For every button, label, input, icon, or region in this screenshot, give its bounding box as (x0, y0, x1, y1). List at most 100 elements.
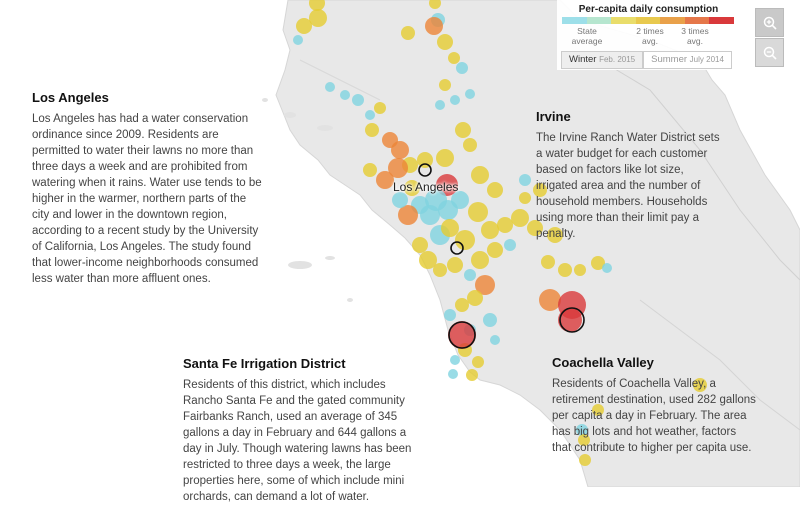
district-dot[interactable] (419, 251, 437, 269)
map[interactable] (0, 0, 800, 487)
district-dot[interactable] (558, 308, 582, 332)
zoom-out-button[interactable] (755, 38, 784, 67)
district-dot[interactable] (579, 454, 591, 466)
district-dot[interactable] (309, 9, 327, 27)
district-dot[interactable] (592, 404, 604, 416)
district-dot[interactable] (436, 149, 454, 167)
district-dot[interactable] (578, 434, 590, 446)
district-dot[interactable] (450, 95, 460, 105)
legend-swatch (635, 17, 661, 24)
district-dot[interactable] (309, 0, 325, 11)
legend-swatch (586, 17, 612, 24)
district-dot[interactable] (511, 209, 529, 227)
district-dot[interactable] (471, 166, 489, 184)
zoom-in-icon (763, 16, 777, 30)
city-label-los-angeles: Los Angeles (393, 180, 459, 194)
district-dot[interactable] (527, 220, 543, 236)
legend-swatch (660, 17, 685, 24)
district-dot[interactable] (481, 221, 499, 239)
district-dot[interactable] (450, 355, 460, 365)
district-dot[interactable] (412, 237, 428, 253)
district-dot[interactable] (296, 18, 312, 34)
district-dot[interactable] (490, 335, 500, 345)
district-dot[interactable] (439, 79, 451, 91)
district-dot[interactable] (466, 369, 478, 381)
legend-swatch (709, 17, 735, 24)
season-button-summer[interactable]: Summer July 2014 (643, 51, 732, 69)
season-date: Feb. 2015 (599, 55, 636, 64)
season-button-winter[interactable]: Winter Feb. 2015 (561, 51, 644, 69)
district-dot[interactable] (425, 17, 443, 35)
district-dot[interactable] (417, 152, 433, 168)
district-dot[interactable] (392, 192, 408, 208)
district-dot[interactable] (475, 275, 495, 295)
district-dot[interactable] (340, 90, 350, 100)
district-dot[interactable] (398, 205, 418, 225)
district-dot[interactable] (447, 257, 463, 273)
district-dot[interactable] (365, 123, 379, 137)
district-dot[interactable] (467, 290, 483, 306)
district-dot[interactable] (401, 26, 415, 40)
district-dot[interactable] (487, 242, 503, 258)
district-dot[interactable] (504, 239, 516, 251)
district-dot[interactable] (541, 255, 555, 269)
district-dot[interactable] (547, 227, 563, 243)
district-dot[interactable] (576, 424, 588, 436)
district-dot[interactable] (497, 217, 513, 233)
district-dot[interactable] (574, 264, 586, 276)
district-dot[interactable] (456, 62, 468, 74)
district-dot[interactable] (404, 180, 420, 196)
district-dot[interactable] (444, 309, 456, 321)
highlight-ring (450, 241, 464, 255)
zoom-in-button[interactable] (755, 8, 784, 37)
district-dot[interactable] (455, 298, 469, 312)
district-dot[interactable] (448, 52, 460, 64)
district-dot[interactable] (448, 321, 476, 349)
district-dot[interactable] (293, 35, 303, 45)
district-dot[interactable] (487, 182, 503, 198)
district-dot[interactable] (455, 230, 475, 250)
annotation-los-angeles: Los Angeles Los Angeles has had a water … (32, 90, 262, 287)
district-dot[interactable] (693, 378, 707, 392)
legend-swatch (611, 17, 636, 24)
highlight-ring (448, 321, 476, 349)
annotation-body: Los Angeles has had a water conservation… (32, 113, 262, 285)
district-dot[interactable] (471, 251, 489, 269)
legend-tick-3x: 3 times avg. (681, 26, 709, 46)
district-dot[interactable] (539, 289, 561, 311)
legend: Per-capita daily consumption State avera… (557, 0, 740, 70)
district-dot[interactable] (352, 94, 364, 106)
district-dot[interactable] (325, 82, 335, 92)
district-dot[interactable] (374, 102, 386, 114)
district-dot[interactable] (435, 100, 445, 110)
district-dot[interactable] (429, 0, 441, 9)
annotation-coachella: Coachella Valley Residents of Coachella … (552, 355, 757, 456)
district-dot[interactable] (519, 174, 531, 186)
legend-tick-state-average: State average (571, 26, 603, 46)
district-dots[interactable] (293, 0, 707, 466)
district-dot[interactable] (437, 34, 453, 50)
district-dot[interactable] (463, 138, 477, 152)
season-toggle: Winter Feb. 2015 Summer July 2014 (561, 51, 732, 69)
district-dot[interactable] (448, 369, 458, 379)
district-dot[interactable] (519, 192, 531, 204)
district-dot[interactable] (483, 313, 497, 327)
district-dot[interactable] (472, 356, 484, 368)
district-dot[interactable] (468, 202, 488, 222)
district-dot[interactable] (441, 219, 459, 237)
district-dot[interactable] (376, 171, 394, 189)
district-dot[interactable] (558, 263, 572, 277)
district-dot[interactable] (464, 269, 476, 281)
district-dot[interactable] (602, 263, 612, 273)
highlight-ring (418, 163, 432, 177)
annotation-title: Santa Fe Irrigation District (183, 356, 346, 371)
district-dot[interactable] (388, 158, 408, 178)
district-dot[interactable] (591, 256, 605, 270)
district-dot[interactable] (433, 263, 447, 277)
district-dot[interactable] (533, 183, 547, 197)
district-dot[interactable] (391, 141, 409, 159)
district-dot[interactable] (363, 163, 377, 177)
district-dot[interactable] (365, 110, 375, 120)
district-dot[interactable] (455, 122, 471, 138)
district-dot[interactable] (465, 89, 475, 99)
